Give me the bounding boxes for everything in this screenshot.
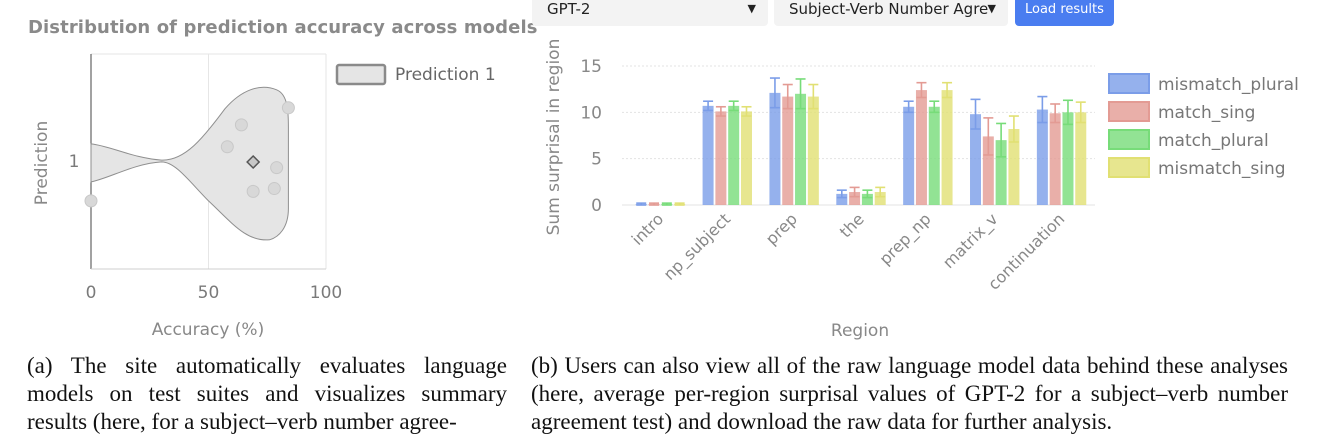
test-suite-select-value: Subject-Verb Number Agreement bbox=[789, 0, 989, 18]
data-point bbox=[267, 182, 281, 196]
bar bbox=[795, 93, 807, 205]
bar bbox=[782, 96, 794, 205]
bar bbox=[1049, 113, 1061, 205]
bar bbox=[995, 140, 1007, 205]
controls-bar: GPT-2 ▼ Subject-Verb Number Agreement ▼ … bbox=[530, 0, 1336, 28]
data-point bbox=[246, 184, 260, 198]
model-select-value: GPT-2 bbox=[547, 0, 591, 18]
x-tick-label: the bbox=[836, 209, 868, 241]
bar bbox=[728, 105, 740, 205]
legend-label: Prediction 1 bbox=[395, 65, 496, 85]
bar bbox=[982, 136, 994, 205]
bar bbox=[928, 106, 940, 205]
bar bbox=[740, 111, 752, 205]
violin-chart: 0 50 100 1 Accuracy (%) Prediction Prediction … bbox=[32, 53, 496, 340]
figure-caption-b: (b) Users can also view all of the raw l… bbox=[531, 353, 1288, 434]
x-axis-label: Accuracy (%) bbox=[152, 320, 264, 340]
legend-label: mismatch_plural bbox=[1158, 75, 1299, 95]
legend-swatch bbox=[1108, 73, 1150, 94]
chevron-down-icon: ▼ bbox=[747, 2, 756, 15]
surprisal-panel: GPT-2 ▼ Subject-Verb Number Agreement ▼ … bbox=[530, 0, 1336, 350]
x-tick-label: 50 bbox=[198, 283, 220, 303]
x-tick-label: 0 bbox=[86, 283, 97, 303]
figure-caption-a: (a) The site automatically evaluates lan… bbox=[27, 353, 507, 434]
legend-label: mismatch_sing bbox=[1158, 159, 1286, 179]
x-tick-label: 100 bbox=[310, 283, 342, 303]
y-axis-label: Sum surprisal in region bbox=[544, 39, 564, 236]
bar bbox=[874, 192, 886, 205]
data-point bbox=[281, 101, 295, 115]
x-tick-label: np_subject bbox=[660, 209, 735, 284]
y-tick-label: 5 bbox=[591, 150, 602, 170]
legend-swatch bbox=[1108, 129, 1150, 150]
chevron-down-icon: ▼ bbox=[987, 2, 996, 15]
bar bbox=[1075, 112, 1087, 205]
data-point bbox=[234, 118, 248, 132]
bar bbox=[702, 105, 714, 205]
legend-label: match_sing bbox=[1158, 103, 1255, 123]
bar bbox=[849, 192, 861, 205]
y-tick-label: 1 bbox=[69, 152, 80, 172]
legend-label: match_plural bbox=[1158, 131, 1269, 151]
mean-marker bbox=[246, 154, 261, 170]
bar bbox=[769, 92, 781, 205]
bar bbox=[836, 193, 848, 205]
data-point bbox=[84, 194, 98, 208]
y-tick-label: 10 bbox=[580, 103, 602, 123]
bar bbox=[903, 106, 915, 205]
legend-swatch bbox=[1108, 101, 1150, 122]
y-tick-label: 0 bbox=[591, 196, 602, 216]
y-axis-label: Prediction bbox=[32, 121, 52, 205]
data-point bbox=[270, 161, 284, 175]
bar bbox=[807, 96, 819, 205]
bar bbox=[941, 90, 953, 205]
x-tick-label: prep_np bbox=[876, 209, 936, 269]
load-results-button[interactable]: Load results bbox=[1015, 0, 1114, 26]
bar bbox=[1062, 112, 1074, 205]
y-tick-label: 15 bbox=[580, 57, 602, 77]
x-axis-label: Region bbox=[831, 321, 889, 341]
bar bbox=[1008, 129, 1020, 205]
bar bbox=[715, 111, 727, 205]
violin-shape bbox=[90, 86, 289, 241]
model-select[interactable]: GPT-2 ▼ bbox=[532, 0, 768, 26]
data-point bbox=[220, 140, 234, 154]
legend-swatch bbox=[335, 63, 387, 86]
bar bbox=[1036, 109, 1048, 205]
x-tick-label: matrix_v bbox=[939, 209, 1002, 272]
bar bbox=[915, 90, 927, 205]
bar bbox=[861, 193, 873, 205]
violin-chart-title: Distribution of prediction accuracy acro… bbox=[28, 17, 538, 38]
x-tick-label: prep bbox=[762, 209, 801, 248]
x-tick-label: intro bbox=[628, 209, 668, 249]
legend-swatch bbox=[1108, 157, 1150, 178]
bar bbox=[970, 114, 982, 205]
violin-panel: Distribution of prediction accuracy acro… bbox=[0, 0, 537, 350]
test-suite-select[interactable]: Subject-Verb Number Agreement ▼ bbox=[774, 0, 1008, 26]
